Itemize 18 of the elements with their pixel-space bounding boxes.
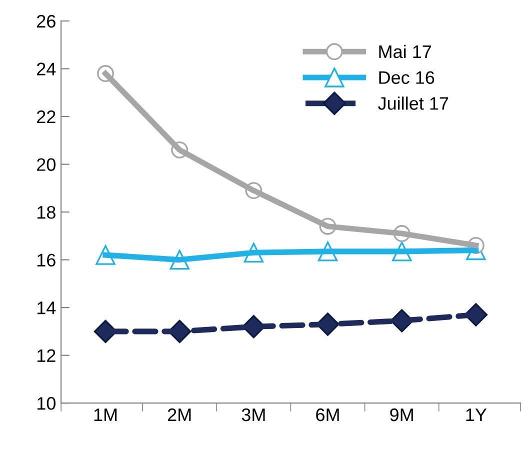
x-tick-label: 3M (242, 408, 265, 422)
y-tick-label: 20 (37, 158, 56, 171)
y-tick-label: 18 (38, 206, 56, 219)
legend-label: Mai 17 (379, 44, 432, 58)
y-tick-label: 16 (38, 254, 56, 267)
x-tick-label: 2M (168, 408, 191, 422)
x-tick-label: 1Y (466, 408, 487, 422)
y-tick-label: 26 (37, 14, 56, 28)
y-tick-label: 14 (38, 302, 56, 314)
x-tick-label: 9M (390, 408, 413, 422)
legend-label: Juillet 17 (378, 96, 448, 110)
y-tick-label: 24 (37, 62, 56, 76)
x-tick-label: 1M (94, 408, 117, 422)
x-tick-label: 6M (316, 408, 339, 422)
y-tick-label: 10 (38, 397, 56, 410)
y-tick-label: 22 (37, 110, 56, 124)
legend-label: Dec 16 (379, 71, 434, 84)
y-tick-label: 12 (38, 349, 56, 362)
